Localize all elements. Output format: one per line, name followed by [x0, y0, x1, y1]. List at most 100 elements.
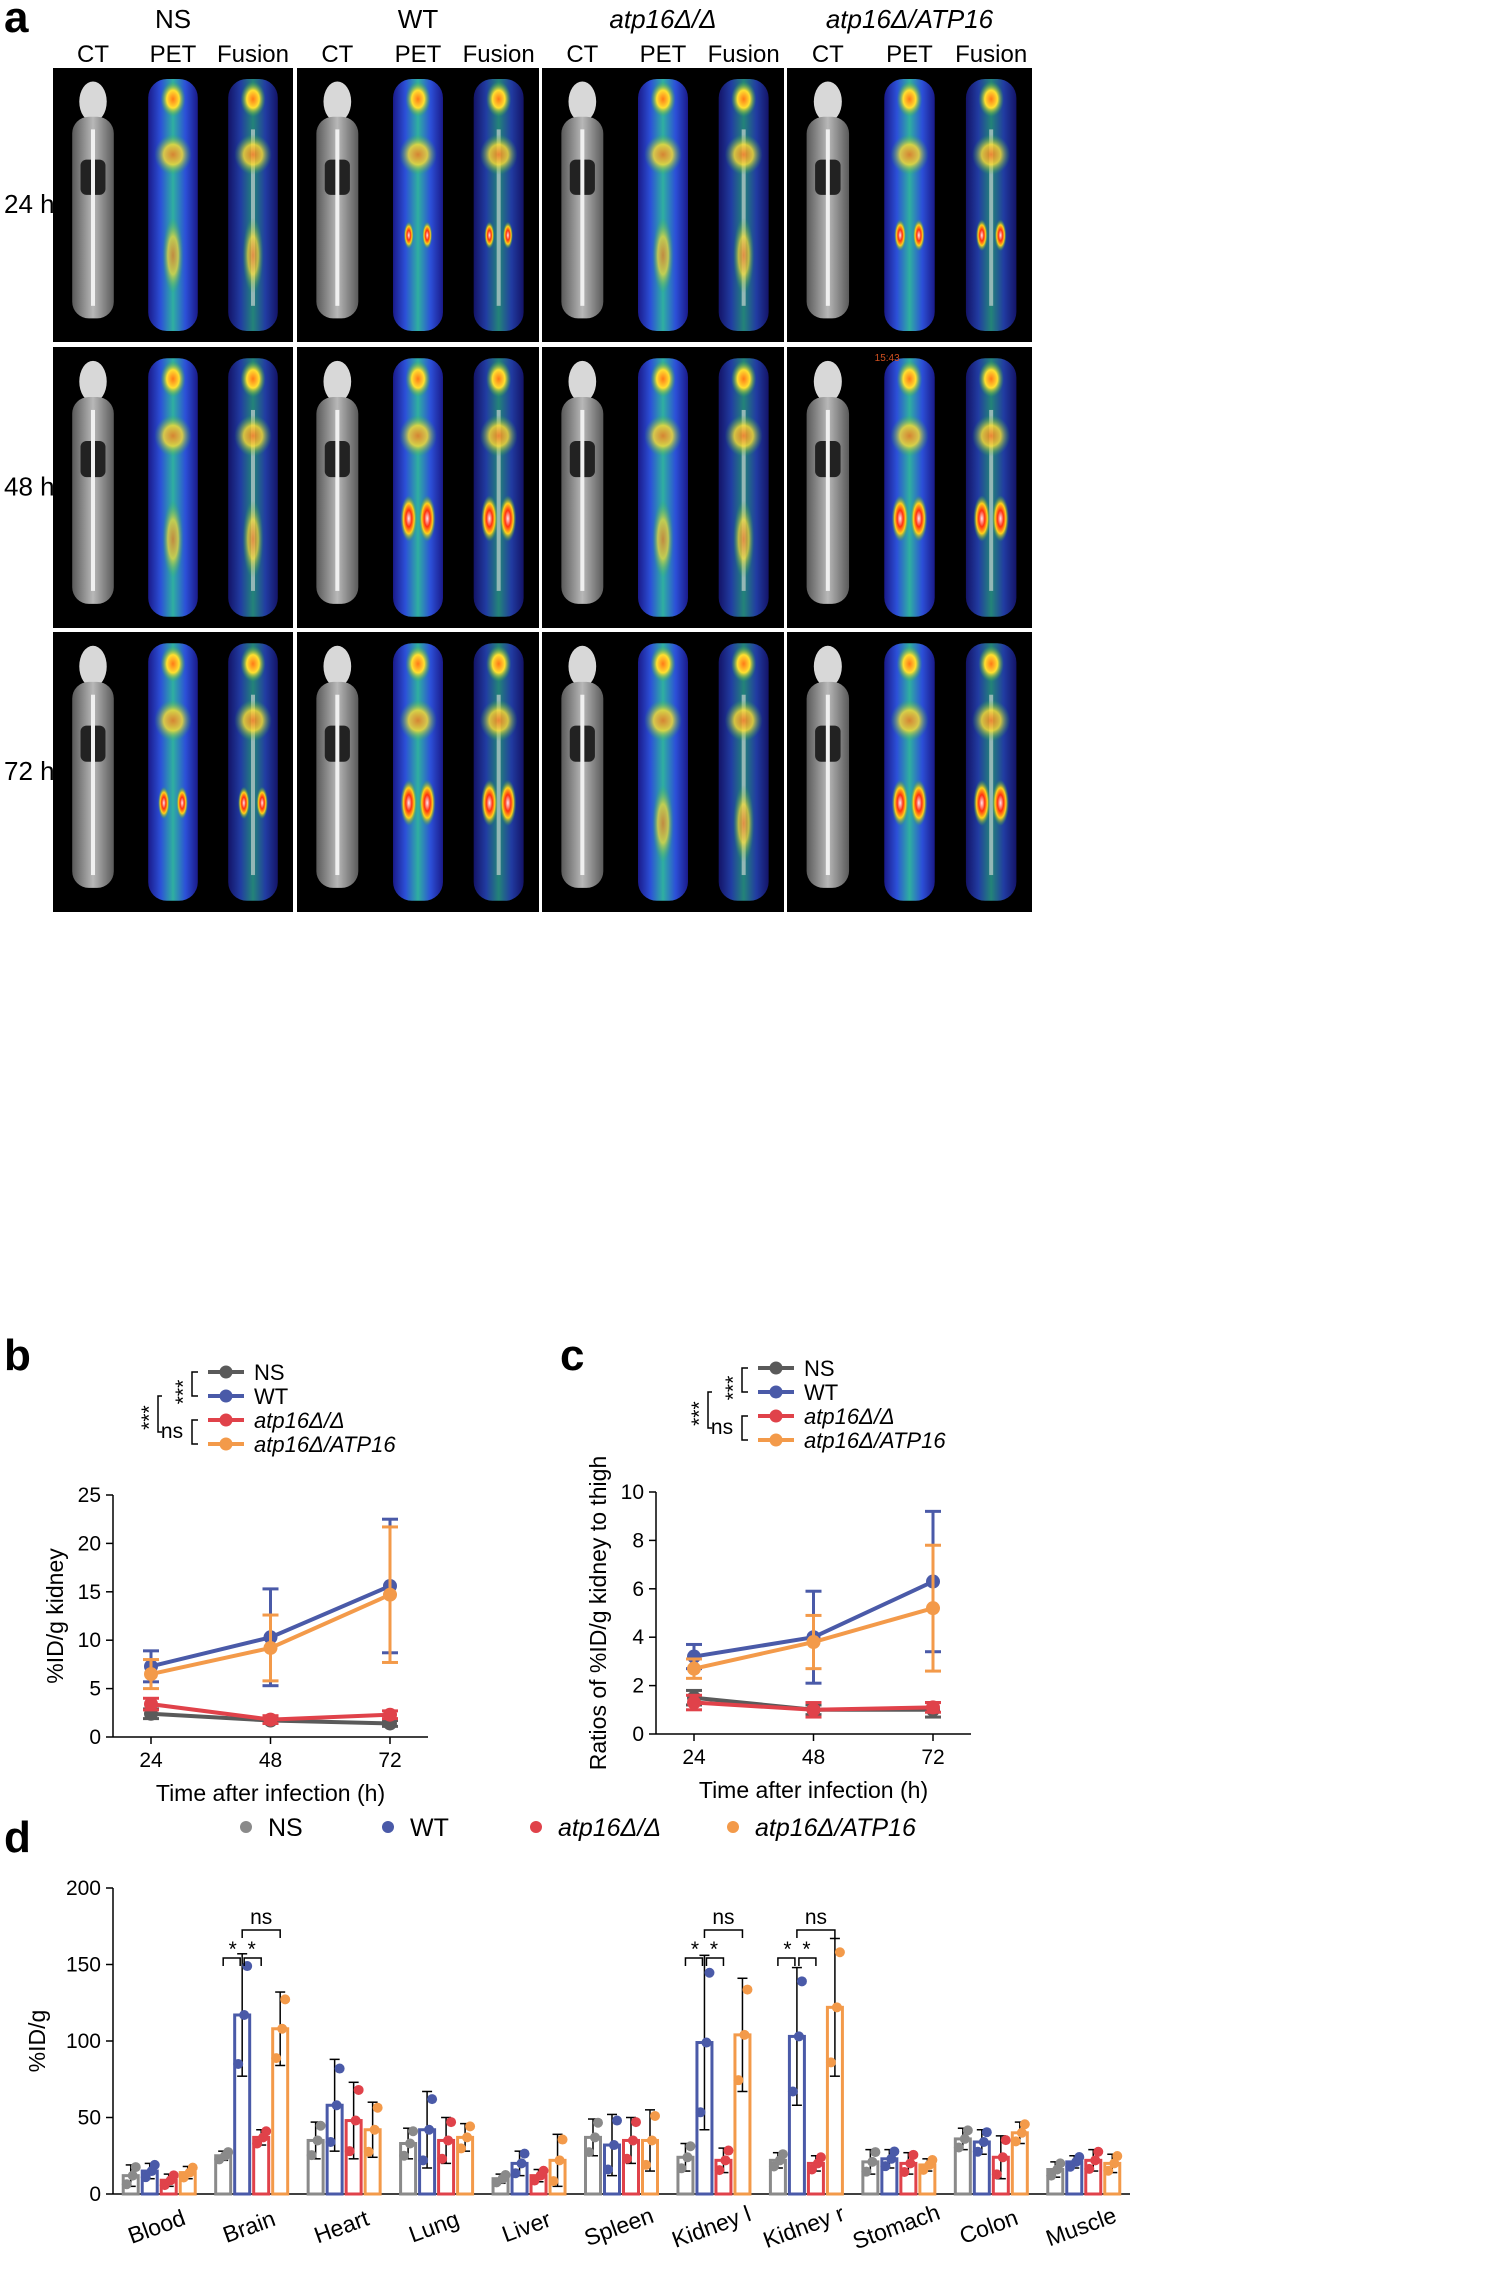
data-dot [1016, 2127, 1027, 2138]
data-dot [344, 2146, 355, 2157]
data-dot [991, 2169, 1002, 2180]
pet-chest-spot [972, 699, 1011, 742]
bracket [798, 1957, 817, 1966]
legend-marker [219, 1389, 233, 1403]
column-label-ct: CT [812, 41, 844, 68]
bar-brain [214, 2147, 234, 2196]
data-dot [519, 2148, 530, 2159]
data-dot [609, 2140, 619, 2151]
significance-label: *** [722, 1376, 745, 1401]
row-label-2: 72 h [4, 756, 55, 786]
data-dot [714, 2165, 725, 2176]
data-dot [603, 2164, 613, 2175]
category-label: Blood [124, 2204, 188, 2249]
column-label-ct: CT [77, 41, 109, 68]
column-label-pet: PET [886, 41, 933, 68]
bracket [191, 1371, 198, 1397]
pet-abdomen-spot [242, 217, 264, 294]
data-dot [806, 2164, 817, 2175]
pet-kidney-left [973, 779, 991, 827]
data-dot [720, 2155, 731, 2166]
bar-stomach [861, 2147, 881, 2196]
ct-skull [79, 360, 107, 403]
y-tick-label: 5 [89, 1678, 101, 1701]
data-point [926, 1700, 940, 1715]
data-dot [334, 2063, 345, 2074]
ct-spine [335, 409, 340, 591]
data-dot [408, 2126, 419, 2137]
pet-body [884, 643, 935, 901]
ct-skull [568, 360, 597, 403]
data-dot [500, 2170, 511, 2181]
data-dot [962, 2125, 973, 2136]
pet-head-spot [650, 360, 676, 398]
pet-chest-spot [154, 134, 192, 175]
data-dot [315, 2120, 326, 2131]
bracket [707, 1391, 712, 1429]
pet-head-spot [896, 81, 923, 117]
data-dot [1093, 2146, 1104, 2157]
fusion-spine [741, 694, 746, 876]
significance-label: * [691, 1938, 699, 1961]
data-point [806, 1702, 821, 1717]
bar-colon [991, 2135, 1011, 2196]
pet-kidney-right [176, 786, 188, 820]
significance-label: ns [250, 1906, 272, 1929]
pet-head-spot [405, 81, 431, 117]
pet-kidney-right [910, 779, 928, 827]
pet-chest-spot [399, 134, 437, 175]
bar-muscle [1084, 2146, 1104, 2196]
panel-a-letter: a [4, 0, 29, 42]
legend-label: atp16Δ/ATP16 [804, 1428, 946, 1453]
significance-label: * [229, 1938, 237, 1961]
pet-kidney-right [422, 221, 433, 249]
data-dot [510, 2168, 521, 2179]
column-label-ct: CT [566, 41, 598, 68]
pet-chest-spot [890, 134, 929, 175]
data-dot [997, 2152, 1008, 2163]
legend-label: atp16Δ/ATP16 [755, 1814, 916, 1842]
data-dot [443, 2135, 454, 2146]
bar-kidney-r [825, 1937, 845, 2196]
pet-kidney-left [973, 495, 991, 542]
data-dot [793, 2031, 804, 2042]
data-dot [650, 2110, 660, 2121]
bar-kidney-r [806, 2152, 826, 2196]
legend-marker [219, 1413, 233, 1427]
legend-label: WT [410, 1814, 449, 1842]
data-dot [325, 2136, 336, 2147]
legend-dot [240, 1821, 252, 1833]
column-label-pet: PET [395, 41, 442, 68]
significance-label: *** [688, 1401, 711, 1426]
y-axis-title: %ID/g [24, 2010, 50, 2073]
pet-kidney-right [499, 779, 517, 827]
pet-chest-spot [154, 415, 192, 457]
pet-kidney-left [975, 219, 988, 252]
bar-stomach [899, 2149, 919, 2196]
ct-skull [813, 360, 842, 403]
data-dot [548, 2176, 559, 2187]
data-dot [927, 2155, 938, 2166]
bracket [741, 1415, 748, 1441]
bar-colon [953, 2125, 973, 2196]
x-axis-title: Time after infection (h) [699, 1777, 928, 1803]
pet-head-spot [405, 360, 431, 398]
pet-kidney-left [400, 779, 418, 827]
significance-label: ns [711, 1416, 733, 1439]
ct-skull [79, 645, 107, 687]
data-dot [972, 2146, 983, 2157]
ct-spine [91, 409, 95, 591]
bar-kidney-r [787, 1966, 807, 2196]
data-dot [815, 2152, 826, 2163]
pet-head-spot [978, 81, 1004, 117]
y-tick-label: 10 [78, 1629, 101, 1652]
x-tick-label: 72 [378, 1749, 401, 1772]
data-point [263, 1712, 278, 1727]
legend-label: NS [268, 1814, 303, 1842]
pet-chest-spot [724, 699, 763, 742]
data-dot [959, 2133, 970, 2144]
y-tick-label: 20 [78, 1532, 101, 1555]
pet-chest-spot [479, 699, 518, 742]
data-dot [277, 2023, 288, 2034]
